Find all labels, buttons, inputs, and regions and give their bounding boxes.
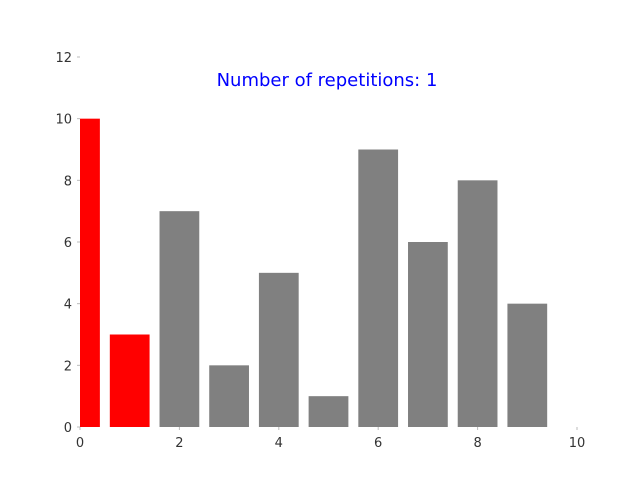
y-tick-label: 6 bbox=[64, 236, 72, 251]
x-tick-label: 2 bbox=[175, 436, 183, 451]
bar-8 bbox=[457, 180, 498, 427]
bar-3 bbox=[209, 365, 249, 427]
bar-2 bbox=[159, 211, 200, 427]
bar-1 bbox=[109, 334, 150, 427]
y-tick-label: 10 bbox=[55, 113, 72, 128]
x-tick-label: 0 bbox=[76, 436, 84, 451]
y-tick-label: 4 bbox=[64, 298, 72, 313]
x-tick-label: 6 bbox=[374, 436, 382, 451]
chart-title: Number of repetitions: 1 bbox=[217, 70, 438, 91]
bars-layer bbox=[80, 118, 548, 427]
y-tick-label: 8 bbox=[64, 174, 72, 189]
x-tick-label: 4 bbox=[275, 436, 283, 451]
bar-0 bbox=[80, 118, 100, 427]
bar-9 bbox=[507, 303, 548, 427]
bar-7 bbox=[408, 242, 448, 427]
bar-5 bbox=[308, 396, 349, 427]
x-axis-ticks: 0 2 4 6 8 10 bbox=[76, 427, 585, 451]
bar-4 bbox=[258, 272, 299, 427]
y-tick-label: 0 bbox=[64, 421, 72, 436]
y-tick-label: 12 bbox=[55, 51, 72, 66]
x-tick-label: 8 bbox=[473, 436, 481, 451]
y-tick-label: 2 bbox=[64, 359, 72, 374]
x-tick-label: 10 bbox=[569, 436, 586, 451]
bar-6 bbox=[358, 149, 399, 427]
y-axis-ticks: 0 2 4 6 8 10 12 bbox=[55, 51, 80, 436]
